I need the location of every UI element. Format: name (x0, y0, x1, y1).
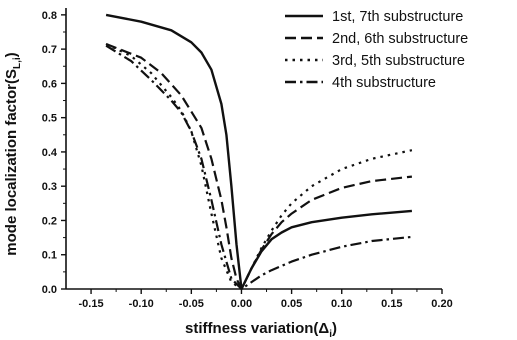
series-line-4 (105, 44, 413, 291)
x-tick-label-7: 0.20 (431, 298, 452, 310)
y-tick-label-7: 0.7 (42, 44, 57, 56)
x-tick-label-2: -0.05 (179, 298, 204, 310)
x-axis-title-text: stiffness variation(Δ (185, 320, 329, 337)
x-tick-label-5: 0.10 (331, 298, 352, 310)
series-line-2 (105, 42, 413, 291)
y-tick-label-6: 0.6 (42, 78, 57, 90)
tick-labels-layer: -0.15 -0.10 -0.05 0.00 0.05 0.10 0.15 0.20 0.0 0.… (42, 10, 453, 310)
legend-label-3: 3rd, 5th substructure (332, 53, 465, 69)
y-tick-label-1: 0.1 (42, 250, 57, 262)
x-axis-title: stiffness variation(Δi) (185, 320, 337, 340)
y-tick-label-5: 0.5 (42, 113, 57, 125)
y-tick-label-4: 0.4 (42, 147, 58, 159)
y-tick-label-0: 0.0 (42, 284, 57, 296)
x-tick-label-6: 0.15 (381, 298, 402, 310)
x-tick-label-1: -0.10 (129, 298, 154, 310)
y-axis-title-text: mode localization factor(S (3, 69, 20, 256)
legend-label-4: 4th substructure (332, 75, 436, 91)
y-axis-title-close: ) (3, 52, 20, 57)
legend-label-2: 2nd, 6th substructure (332, 31, 468, 47)
x-tick-label-3: 0.00 (231, 298, 252, 310)
series-line-1 (105, 13, 413, 291)
y-tick-label-8: 0.8 (42, 10, 57, 22)
y-tick-label-2: 0.2 (42, 215, 57, 227)
legend: 1st, 7th substructure 2nd, 6th substructu… (285, 9, 468, 91)
series-layer (105, 13, 413, 291)
plot-area: -0.15 -0.10 -0.05 0.00 0.05 0.10 0.15 0.20 0.0 0.… (42, 8, 453, 310)
y-tick-label-3: 0.3 (42, 181, 57, 193)
x-tick-label-4: 0.05 (281, 298, 302, 310)
y-axis-title-sub: L,i (12, 57, 23, 69)
ticks-layer (61, 14, 443, 294)
x-axis-title-sub: i (329, 329, 332, 340)
y-axis-title: mode localization factor(SL,i) (3, 52, 23, 255)
x-tick-label-0: -0.15 (79, 298, 104, 310)
legend-label-1: 1st, 7th substructure (332, 9, 463, 25)
x-axis-title-close: ) (332, 320, 337, 337)
